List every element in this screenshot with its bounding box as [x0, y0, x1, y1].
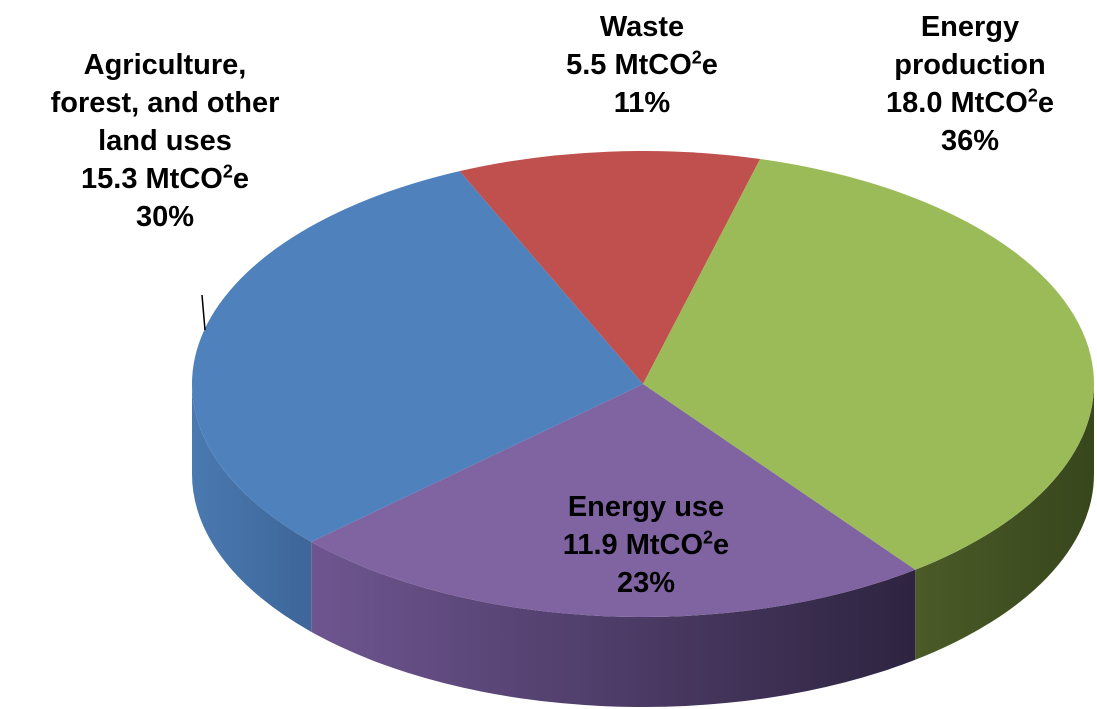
agriculture-slice [191, 171, 643, 542]
energy-production-slice-side [915, 384, 1094, 660]
energy-production-name-line-1: Energy [920, 11, 1020, 43]
agriculture-slice-side [192, 384, 312, 632]
agriculture-percent: 30% [135, 201, 195, 233]
energy-production-value: 18.0 MtCO2e [886, 85, 1054, 119]
energy-use-slice-side [311, 541, 916, 708]
waste-label: Waste 5.5 MtCO2e 11% [566, 8, 718, 122]
agriculture-value: 15.3 MtCO2e [81, 161, 249, 195]
energy-use-value: 11.9 MtCO2e [562, 527, 730, 561]
energy-use-label: Energy use 11.9 MtCO2e 23% [563, 488, 729, 602]
agriculture-label: Agriculture, forest, and other land uses… [51, 46, 280, 236]
agriculture-name-line-3: land uses [98, 125, 232, 157]
waste-value: 5.5 MtCO2e [566, 47, 718, 81]
energy-production-slice [643, 158, 1094, 570]
agriculture-name-line-2: forest, and other [50, 87, 280, 119]
energy-use-name: Energy use [567, 491, 725, 523]
energy-production-name-line-2: production [894, 49, 1046, 81]
agriculture-name-line-1: Agriculture, [83, 49, 247, 81]
waste-name: Waste [599, 11, 685, 43]
waste-slice [459, 151, 761, 384]
energy-production-percent: 36% [940, 125, 1000, 157]
energy-use-slice [311, 384, 916, 617]
agriculture-leader-line [201, 294, 206, 331]
energy-use-percent: 23% [616, 567, 676, 599]
waste-percent: 11% [613, 87, 671, 119]
energy-production-label: Energy production 18.0 MtCO2e 36% [886, 8, 1054, 160]
